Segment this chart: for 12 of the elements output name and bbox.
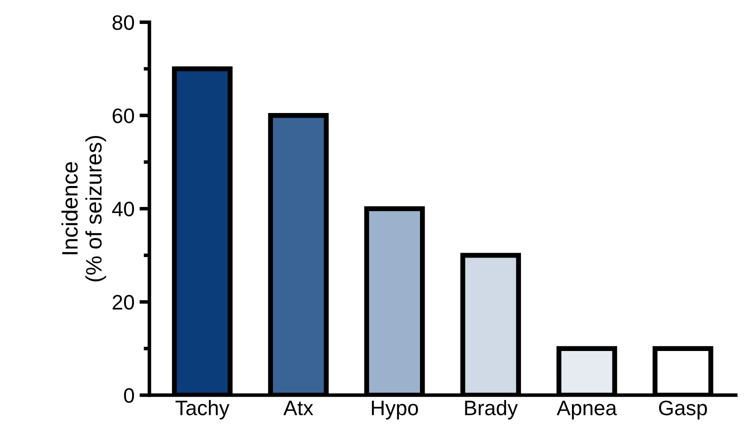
y-tick-label: 20 xyxy=(112,294,134,310)
y-tick-label: 80 xyxy=(112,15,134,30)
y-tick-label: 40 xyxy=(112,202,134,216)
y-axis-title: Incidence (% of seizures) xyxy=(61,136,106,282)
x-tick-label: Tachy xyxy=(176,400,230,420)
x-tick-label: Atx xyxy=(283,400,314,416)
x-tick-label: Brady xyxy=(465,400,518,420)
y-tick-label: 0 xyxy=(124,388,134,403)
x-tick-label: Hypo xyxy=(372,400,418,420)
y-tick-label: 60 xyxy=(112,108,134,124)
x-tick-label: Gasp xyxy=(659,400,707,420)
x-tick-label: Apnea xyxy=(556,400,617,420)
